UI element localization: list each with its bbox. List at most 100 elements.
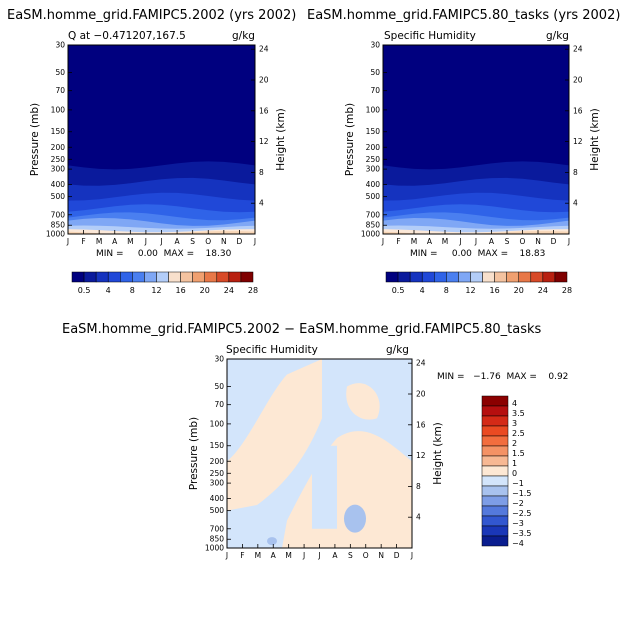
colorbar-label: −2 xyxy=(512,499,524,508)
colorbar-swatch xyxy=(397,271,411,283)
pressure-tick-label: 850 xyxy=(51,221,66,230)
colorbar-swatch xyxy=(542,271,556,283)
colorbar-swatch xyxy=(481,535,509,547)
month-tick-label: M xyxy=(255,551,261,560)
y-axis-title: Pressure (mb) xyxy=(344,103,356,176)
colorbar-swatch xyxy=(385,271,399,283)
colorbar-swatch xyxy=(168,271,181,283)
pressure-tick-label: 250 xyxy=(366,155,381,164)
colorbar-swatch xyxy=(481,485,509,497)
month-tick-label: N xyxy=(221,237,227,246)
colorbar-label: 24 xyxy=(538,286,548,295)
height-tick-label: 20 xyxy=(259,76,269,85)
height-tick-label: 12 xyxy=(416,451,426,460)
month-tick-label: J xyxy=(144,237,147,246)
pressure-tick-label: 200 xyxy=(210,457,225,466)
panel2-title: EaSM.homme_grid.FAMIPC5.80_tasks (yrs 20… xyxy=(307,8,621,23)
pressure-tick-label: 300 xyxy=(51,165,66,174)
pressure-tick-label: 500 xyxy=(51,192,66,201)
panel1-minmax: MIN = 0.00 MAX = 18.30 xyxy=(96,249,232,259)
colorbar-label: 28 xyxy=(248,286,258,295)
pressure-tick-label: 150 xyxy=(51,127,66,136)
pressure-tick-label: 200 xyxy=(366,143,381,152)
month-tick-label: D xyxy=(394,551,400,560)
colorbar-swatch xyxy=(481,475,509,487)
colorbar-label: 4 xyxy=(106,286,111,295)
colorbar-swatch xyxy=(434,271,447,283)
height-tick-label: 12 xyxy=(259,137,269,146)
height-tick-label: 24 xyxy=(416,359,426,368)
month-tick-label: M xyxy=(96,237,102,246)
pressure-tick-label: 1000 xyxy=(361,230,380,239)
colorbar-swatch xyxy=(494,271,507,283)
colorbar-label: −1.5 xyxy=(512,489,531,498)
month-tick-label: O xyxy=(520,237,526,246)
panel2-minmax: MIN = 0.00 MAX = 18.83 xyxy=(410,249,546,259)
height-tick-label: 8 xyxy=(416,482,421,491)
colorbar-swatch xyxy=(144,271,157,283)
pressure-tick-label: 1000 xyxy=(205,544,224,553)
month-tick-label: J xyxy=(66,237,69,246)
month-tick-label: J xyxy=(225,551,228,560)
colorbar-label: −1 xyxy=(512,479,524,488)
colorbar-swatch xyxy=(530,271,544,283)
height-tick-label: 20 xyxy=(416,390,426,399)
colorbar-swatch xyxy=(180,271,193,283)
pressure-tick-label: 50 xyxy=(55,68,65,77)
month-tick-label: N xyxy=(378,551,384,560)
colorbar-swatch xyxy=(204,271,218,283)
colorbar-swatch xyxy=(482,271,495,283)
colorbar-label: 0 xyxy=(512,469,517,478)
pressure-tick-label: 250 xyxy=(210,469,225,478)
month-tick-label: J xyxy=(474,237,477,246)
pressure-tick-label: 30 xyxy=(55,41,65,50)
month-tick-label: F xyxy=(396,237,400,246)
pressure-tick-label: 850 xyxy=(366,221,381,230)
height-tick-label: 12 xyxy=(573,137,583,146)
pressure-tick-label: 50 xyxy=(214,382,224,391)
colorbar-swatch xyxy=(481,515,509,527)
colorbar-swatch xyxy=(481,505,509,517)
panel1-left-label: Q at −0.471207,167.5 xyxy=(68,30,186,42)
month-tick-label: M xyxy=(442,237,448,246)
height-tick-label: 16 xyxy=(573,106,583,115)
diff-negative-region xyxy=(312,445,337,529)
colorbar-label: 20 xyxy=(514,286,524,295)
height-tick-label: 4 xyxy=(416,513,421,522)
colorbar-label: 12 xyxy=(465,286,475,295)
pressure-tick-label: 850 xyxy=(210,535,225,544)
month-tick-label: J xyxy=(458,237,461,246)
colorbar-label: 8 xyxy=(444,286,449,295)
month-tick-label: O xyxy=(363,551,369,560)
month-tick-label: M xyxy=(127,237,133,246)
colorbar-swatch xyxy=(470,271,483,283)
pressure-tick-label: 500 xyxy=(366,192,381,201)
pressure-tick-label: 150 xyxy=(210,441,225,450)
colorbar-label: 1 xyxy=(512,459,517,468)
colorbar-swatch xyxy=(481,465,509,477)
month-tick-label: N xyxy=(535,237,541,246)
height-tick-label: 4 xyxy=(259,199,264,208)
month-tick-label: M xyxy=(411,237,417,246)
colorbar-label: 8 xyxy=(130,286,135,295)
colorbar-label: 0.5 xyxy=(78,286,91,295)
colorbar-label: 0.5 xyxy=(392,286,405,295)
colorbar-label: 20 xyxy=(200,286,210,295)
colorbar-swatch xyxy=(506,271,519,283)
pressure-tick-label: 300 xyxy=(210,479,225,488)
colorbar-swatch xyxy=(481,455,509,467)
panel3-left-label: Specific Humidity xyxy=(226,344,318,356)
month-tick-label: A xyxy=(175,237,181,246)
month-tick-label: A xyxy=(112,237,118,246)
month-tick-label: F xyxy=(81,237,85,246)
height-tick-label: 24 xyxy=(259,45,269,54)
pressure-tick-label: 50 xyxy=(370,68,380,77)
colorbar-swatch xyxy=(132,271,145,283)
month-tick-label: S xyxy=(505,237,510,246)
month-tick-label: J xyxy=(381,237,384,246)
month-tick-label: A xyxy=(489,237,495,246)
pressure-tick-label: 30 xyxy=(214,355,224,364)
height-tick-label: 8 xyxy=(259,168,264,177)
pressure-tick-label: 200 xyxy=(51,143,66,152)
